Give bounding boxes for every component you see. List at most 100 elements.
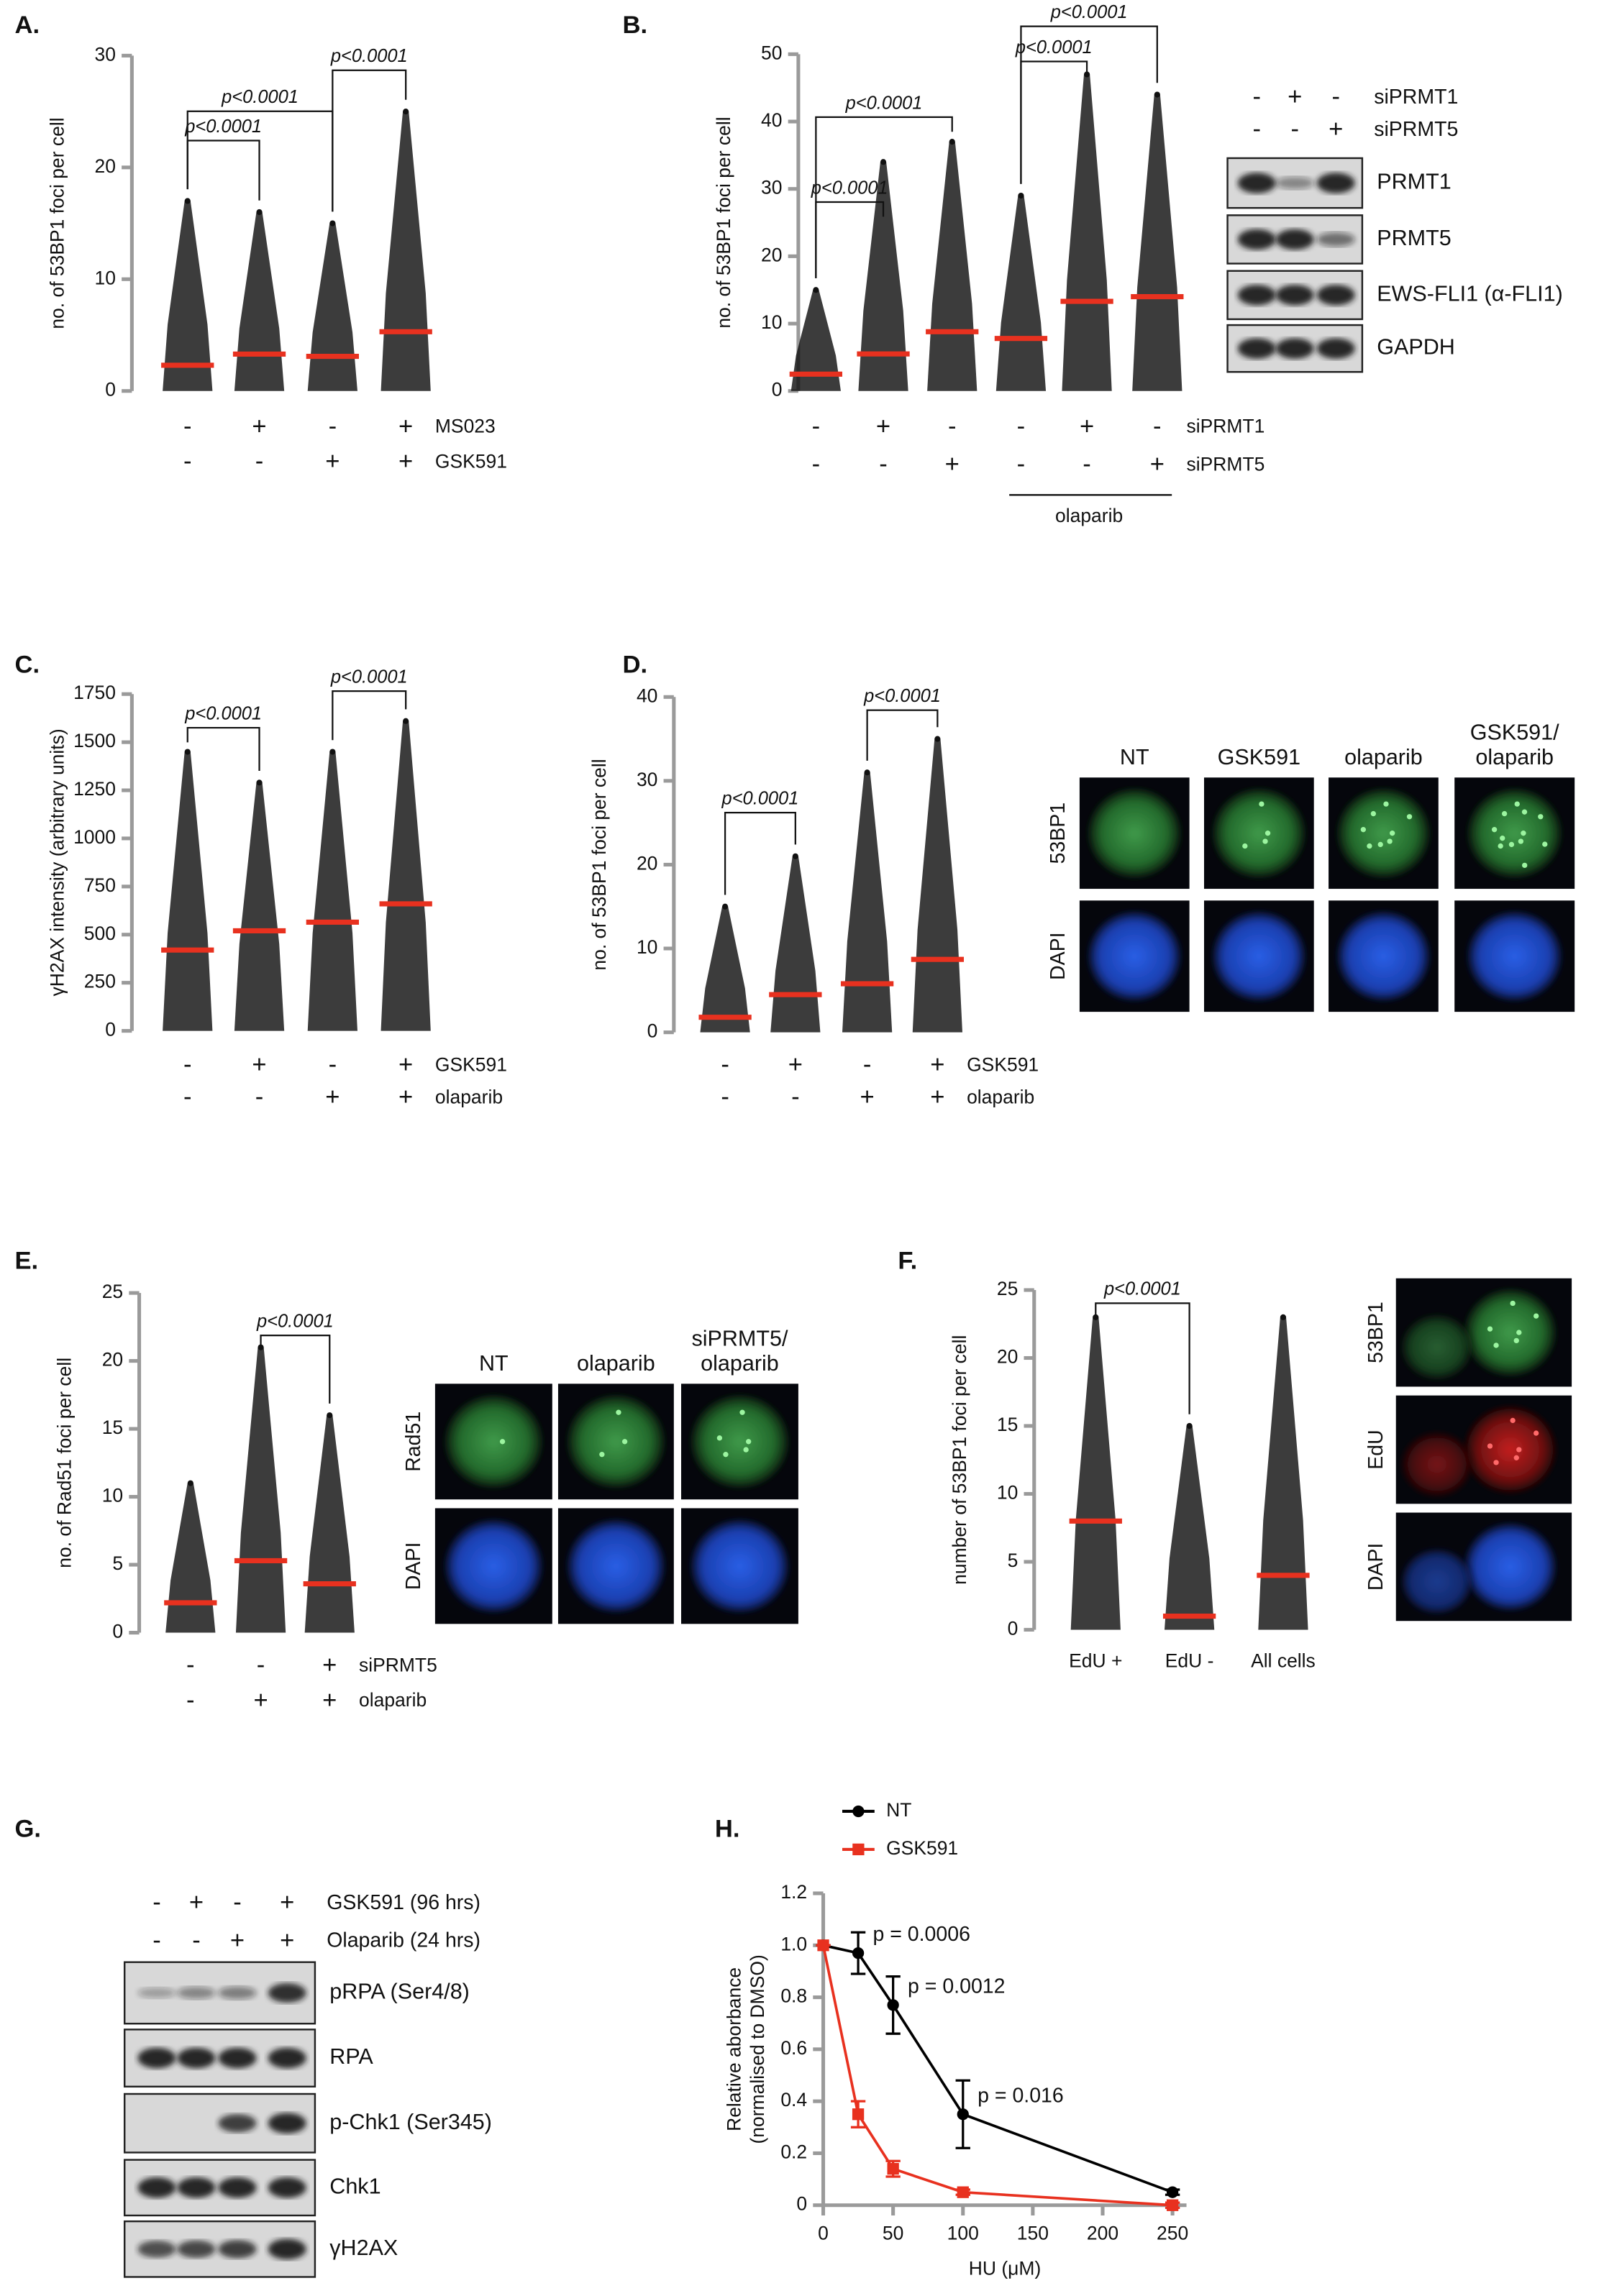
significance-bracket	[1020, 25, 1158, 184]
dot-cloud	[1070, 1317, 1121, 1630]
y-tick-label: 1750	[73, 682, 116, 703]
nucleus	[567, 1519, 665, 1613]
y-tick-label: 0.4	[780, 2089, 807, 2110]
dot-cloud	[858, 162, 908, 391]
condition-sign: +	[252, 413, 266, 440]
condition-sign: -	[721, 1051, 729, 1079]
y-axis-label: no. of 53BP1 foci per cell	[713, 116, 734, 328]
max-dot	[1154, 91, 1160, 98]
y-tick-label: 0	[796, 2193, 807, 2215]
condition-sign: -	[1017, 413, 1026, 440]
dot-cloud	[165, 1483, 216, 1633]
condition-sign: -	[1290, 115, 1299, 142]
panel-label: E.	[14, 1247, 38, 1274]
dot-cloud	[163, 751, 213, 1031]
nucleus	[445, 1395, 542, 1488]
image-column-label: GSK591/	[1470, 720, 1559, 744]
y-axis-label: number of 53BP1 foci per cell	[949, 1335, 970, 1585]
panel-label: C.	[14, 651, 40, 679]
focus	[1262, 838, 1268, 844]
blot-band	[1316, 173, 1355, 193]
significance-label: p<0.0001	[221, 87, 299, 107]
condition-sign: -	[329, 413, 337, 440]
x-tick-label: EdU +	[1069, 1650, 1122, 1671]
y-tick-label: 20	[95, 155, 116, 177]
point	[852, 1947, 865, 1959]
dot-cloud	[163, 201, 213, 391]
condition-name: GSK591	[435, 450, 507, 472]
significance-label: p<0.0001	[184, 703, 262, 723]
blot-label: Chk1	[329, 2174, 381, 2198]
point	[957, 2186, 969, 2198]
focus	[1500, 836, 1505, 841]
condition-sign: +	[860, 1083, 875, 1110]
condition-sign: +	[930, 1083, 944, 1110]
blot-band	[1275, 229, 1314, 250]
condition-sign: -	[812, 451, 821, 478]
condition-sign: -	[812, 413, 821, 440]
focus	[1493, 1343, 1499, 1348]
focus	[616, 1409, 621, 1415]
max-dot	[1018, 192, 1024, 199]
max-dot	[184, 749, 191, 755]
focus	[599, 1452, 605, 1458]
annotation: p = 0.0006	[872, 1923, 970, 1946]
significance-bracket	[815, 116, 953, 278]
focus	[746, 1439, 752, 1445]
image-row-label: 53BP1	[1364, 1302, 1387, 1363]
focus	[743, 1447, 749, 1453]
x-tick-label: 50	[883, 2222, 903, 2244]
significance-bracket	[332, 690, 407, 741]
focus	[1542, 841, 1548, 847]
max-dot	[792, 853, 798, 859]
image-row-label: DAPI	[402, 1542, 425, 1591]
condition-name: GSK591 (96 hrs)	[327, 1891, 480, 1914]
focus	[1487, 1443, 1493, 1449]
condition-sign: -	[183, 413, 192, 440]
condition-name: olaparib	[967, 1086, 1034, 1107]
blot-label: PRMT5	[1377, 226, 1451, 250]
focus	[739, 1409, 745, 1415]
condition-sign: -	[183, 1051, 192, 1079]
blot-band	[177, 1986, 216, 2000]
nucleus	[1213, 788, 1305, 878]
significance-label: p<0.0001	[256, 1312, 334, 1332]
max-dot	[934, 736, 941, 742]
blot-band	[218, 1986, 257, 2000]
focus	[716, 1435, 723, 1441]
blot-band	[268, 2113, 306, 2133]
condition-sign: -	[257, 1652, 265, 1679]
blot-band	[268, 2177, 306, 2198]
focus	[1498, 843, 1503, 849]
y-tick-label: 0	[772, 379, 783, 401]
focus	[1533, 1313, 1539, 1319]
y-tick-label: 20	[761, 244, 782, 265]
y-tick-label: 10	[102, 1485, 123, 1506]
panel-label: D.	[623, 651, 648, 679]
condition-name: olaparib	[435, 1086, 503, 1107]
focus	[499, 1439, 506, 1445]
dot-cloud	[304, 1415, 355, 1633]
condition-sign: +	[253, 1686, 268, 1714]
condition-sign: +	[398, 1051, 413, 1079]
focus	[1383, 801, 1389, 807]
blot-band	[1237, 229, 1276, 250]
dot-cloud	[234, 211, 285, 391]
image-row-label: 53BP1	[1047, 802, 1070, 864]
focus	[1508, 841, 1515, 848]
y-tick-label: 25	[997, 1278, 1018, 1299]
blot-label: pRPA (Ser4/8)	[329, 1980, 470, 2004]
condition-name: siPRMT5	[1187, 454, 1265, 475]
focus	[1259, 801, 1264, 807]
y-axis-label: no. of Rad51 foci per cell	[54, 1358, 76, 1568]
dot-cloud	[995, 196, 1047, 391]
y-tick-label: 10	[761, 311, 782, 333]
x-tick-label: 250	[1157, 2222, 1188, 2244]
nucleus	[1088, 911, 1181, 1001]
blot-band	[1316, 232, 1355, 247]
point	[817, 1939, 829, 1952]
significance-label: p<0.0001	[1103, 1279, 1181, 1299]
annotation: p = 0.016	[978, 2084, 1064, 2107]
condition-sign: +	[325, 1083, 340, 1110]
condition-sign: +	[189, 1888, 204, 1916]
